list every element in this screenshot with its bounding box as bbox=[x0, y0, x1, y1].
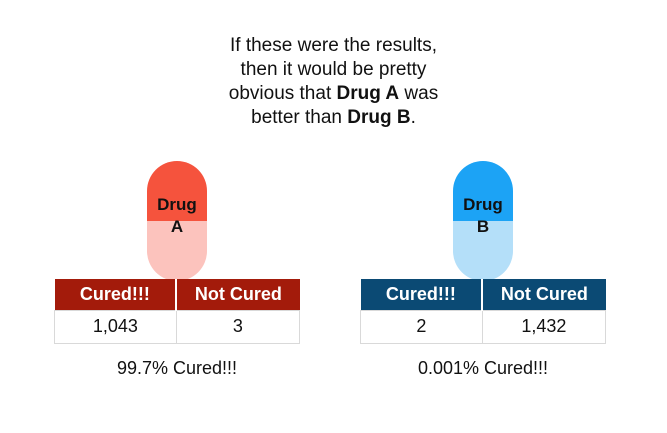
drug-a-cured-count: 1,043 bbox=[54, 309, 177, 344]
drug-b-header-cured: Cured!!! bbox=[360, 279, 483, 310]
table-row: 2 1,432 bbox=[360, 309, 607, 344]
caption-line-3-pre: obvious that bbox=[228, 83, 337, 104]
drug-a-results-table: Cured!!! Not Cured 1,043 3 bbox=[54, 279, 301, 344]
drug-b-capsule bbox=[453, 161, 513, 281]
caption-line-2: then it would be pretty bbox=[240, 59, 427, 80]
drug-b-summary: 0.001% Cured!!! bbox=[417, 358, 549, 378]
caption-text: If these were the results, then it would… bbox=[160, 34, 507, 130]
drug-a-capsule-top bbox=[147, 161, 207, 221]
drug-a-pill-label-line-2: A bbox=[170, 217, 184, 236]
drug-b-header-not-cured: Not Cured bbox=[481, 279, 606, 310]
drug-a-pill-label-line-1: Drug bbox=[157, 195, 197, 214]
drug-b-table-header: Cured!!! Not Cured bbox=[360, 279, 606, 310]
drug-a-capsule-bottom bbox=[147, 221, 207, 281]
caption-line-3-post: was bbox=[399, 83, 439, 104]
caption-drug-a-bold: Drug A bbox=[336, 83, 400, 104]
drug-b-capsule-bottom bbox=[453, 221, 513, 281]
drug-b-not-cured-count: 1,432 bbox=[481, 309, 607, 344]
drug-a-header-not-cured: Not Cured bbox=[175, 279, 300, 310]
drug-a-not-cured-count: 3 bbox=[175, 309, 301, 344]
drug-a-summary: 99.7% Cured!!! bbox=[116, 358, 238, 378]
caption-line-4-pre: better than bbox=[251, 107, 348, 128]
drug-b-pill-label: Drug B bbox=[453, 194, 513, 238]
drug-b-capsule-top bbox=[453, 161, 513, 221]
drug-b-pill-label-line-2: B bbox=[476, 217, 490, 236]
drug-b-pill-icon: Drug B bbox=[453, 161, 513, 281]
drug-a-capsule bbox=[147, 161, 207, 281]
table-row: 1,043 3 bbox=[54, 309, 301, 344]
drug-a-table-header: Cured!!! Not Cured bbox=[54, 279, 300, 310]
caption-drug-b-bold: Drug B bbox=[347, 107, 411, 128]
caption-line-4-post: . bbox=[410, 107, 416, 128]
drug-b-cured-count: 2 bbox=[360, 309, 483, 344]
caption-line-4: better than Drug B. bbox=[160, 106, 507, 130]
drug-a-header-cured: Cured!!! bbox=[54, 279, 177, 310]
caption-line-3: obvious that Drug A was bbox=[160, 82, 507, 106]
caption-line-1: If these were the results, bbox=[230, 35, 437, 56]
drug-a-pill-icon: Drug A bbox=[147, 161, 207, 281]
drug-a-pill-label: Drug A bbox=[147, 194, 207, 238]
drug-b-pill-label-line-1: Drug bbox=[463, 195, 503, 214]
drug-b-results-table: Cured!!! Not Cured 2 1,432 bbox=[360, 279, 607, 344]
